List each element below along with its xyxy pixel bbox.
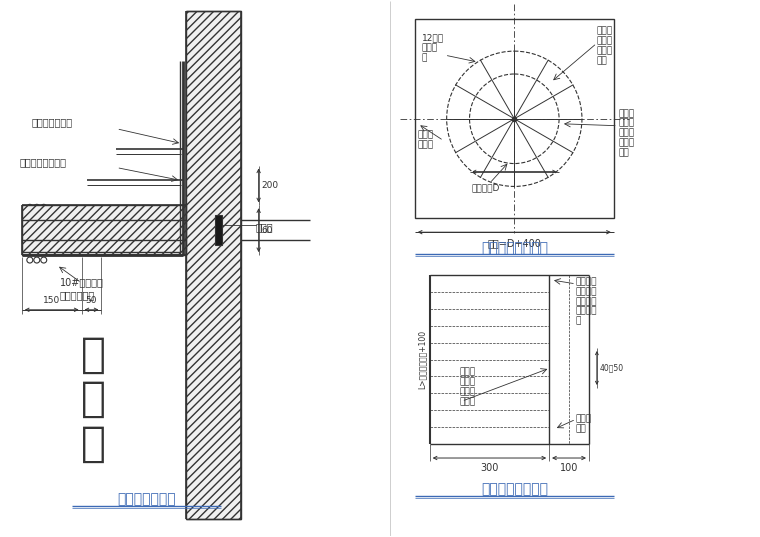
Text: 尖形叶: 尖形叶 (597, 26, 613, 35)
Text: L>管道外径圆长+100: L>管道外径圆长+100 (417, 330, 426, 389)
Text: 裁剪曲: 裁剪曲 (422, 43, 438, 52)
Text: 于管道: 于管道 (597, 46, 613, 55)
Text: 圆形折: 圆形折 (619, 109, 635, 118)
Text: 角线重: 角线重 (619, 139, 635, 148)
Text: 管道阴: 管道阴 (619, 129, 635, 137)
Text: 水: 水 (81, 379, 106, 420)
Text: 面: 面 (81, 423, 106, 465)
Text: 60: 60 (261, 226, 273, 235)
Text: 10#铅丝扎牢: 10#铅丝扎牢 (60, 277, 103, 287)
Text: 阴角线: 阴角线 (460, 387, 476, 396)
Text: 墙立面: 墙立面 (418, 141, 434, 150)
Text: 贴于墙基: 贴于墙基 (576, 307, 597, 316)
Text: 线: 线 (422, 53, 427, 62)
Text: 片粘贴: 片粘贴 (597, 36, 613, 45)
Text: 重合）: 重合） (460, 397, 476, 407)
Text: 合）: 合） (619, 149, 629, 158)
Text: 折皴（: 折皴（ (460, 367, 476, 376)
Text: 条形卷材裁剪尺寸: 条形卷材裁剪尺寸 (481, 482, 548, 496)
Text: 50: 50 (86, 296, 97, 305)
Text: 与管道: 与管道 (460, 378, 476, 387)
Text: 12等分: 12等分 (422, 33, 444, 42)
Text: 置: 置 (576, 317, 581, 326)
Text: 方形卷材加强层: 方形卷材加强层 (32, 117, 73, 127)
Bar (215, 215, 222, 245)
Text: 150: 150 (43, 296, 60, 305)
Text: 出墙管道处做法: 出墙管道处做法 (117, 492, 176, 506)
Text: 边长=D+400: 边长=D+400 (487, 238, 541, 248)
Polygon shape (186, 11, 241, 519)
Text: 粘贴于: 粘贴于 (576, 414, 592, 423)
Text: 外涂防水涂料: 外涂防水涂料 (60, 290, 95, 300)
Text: 方形卷材裁剪尺寸: 方形卷材裁剪尺寸 (481, 241, 548, 255)
Text: 管壁: 管壁 (576, 424, 587, 433)
Text: 外壁: 外壁 (597, 56, 608, 65)
Text: 粘贴于: 粘贴于 (418, 130, 434, 140)
Text: 线（与: 线（与 (619, 119, 635, 128)
Text: 弯折后呈: 弯折后呈 (576, 287, 597, 296)
Text: 40～50: 40～50 (600, 364, 624, 373)
Text: 放射状粘: 放射状粘 (576, 297, 597, 306)
Text: 剪口范围D: 剪口范围D (471, 184, 500, 192)
Text: 迎: 迎 (81, 333, 106, 375)
Text: 长条形卷材加强层: 长条形卷材加强层 (20, 157, 67, 168)
Text: 300: 300 (480, 463, 499, 473)
Text: 100: 100 (560, 463, 578, 473)
Text: 止水环: 止水环 (255, 222, 274, 232)
Bar (415, 19, 614, 218)
Polygon shape (22, 205, 186, 255)
Text: 200: 200 (261, 181, 279, 190)
Text: 等分叶片: 等分叶片 (576, 277, 597, 286)
